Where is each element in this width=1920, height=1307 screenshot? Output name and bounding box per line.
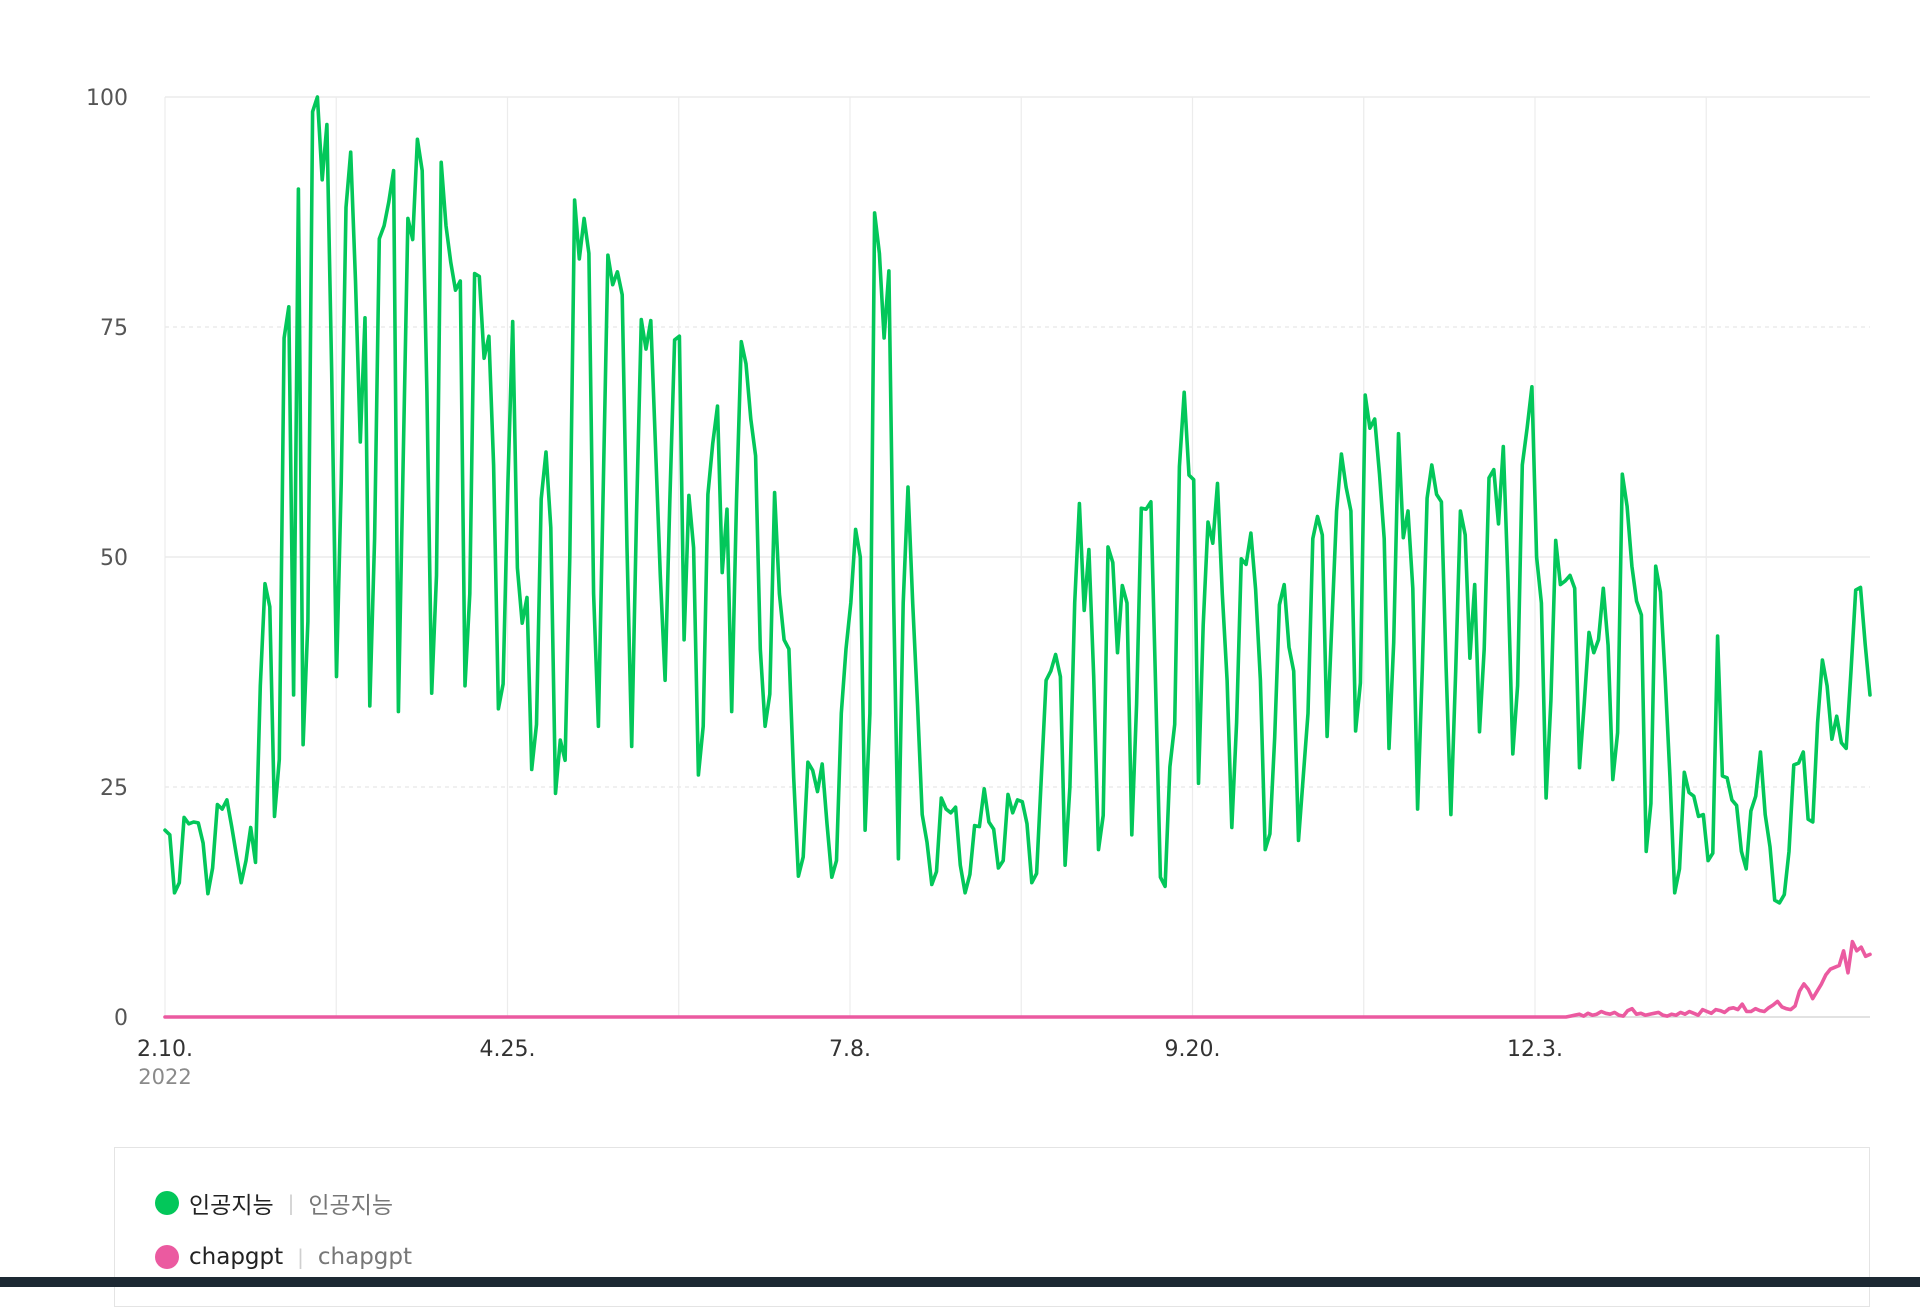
series-line-1[interactable] [163,95,1872,905]
legend-sublabel-series-2: chapgpt [317,1244,413,1270]
legend-sublabel-series-1: 인공지능 [308,1193,394,1219]
y-tick-label: 25 [100,776,128,801]
legend-label-series-2: chapgpt [189,1244,284,1270]
series-line-2[interactable] [163,939,1872,1019]
axis-layer: 0 25 50 75 100 2.10. 2022 4.25. 7.8. 9.20. 12.3. [86,86,1563,1089]
legend-item-series-2[interactable]: chapgpt | chapgpt [155,1244,412,1270]
legend-item-series-1[interactable]: 인공지능 | 인공지능 [155,1186,393,1220]
y-tick-label: 100 [86,86,128,111]
y-tick-label: 50 [100,546,128,571]
grid-layer [164,96,1870,1018]
legend-separator: | [287,1191,295,1215]
x-tick-label: 12.3. [1507,1037,1563,1062]
series-layer [163,95,1872,1019]
y-tick-label: 0 [114,1006,128,1031]
x-tick-label: 7.8. [829,1037,871,1062]
series-1-swatch [155,1191,179,1215]
y-tick-label: 75 [100,316,128,341]
x-tick-label: 9.20. [1165,1037,1221,1062]
series-2-swatch [155,1245,179,1269]
legend-separator: | [297,1245,304,1269]
x-tick-label: 2.10. [137,1037,193,1062]
x-tick-sublabel: 2022 [138,1065,191,1089]
taskbar-strip [0,1277,1920,1287]
legend-label-series-1: 인공지능 [189,1193,274,1219]
x-tick-label: 4.25. [480,1037,536,1062]
